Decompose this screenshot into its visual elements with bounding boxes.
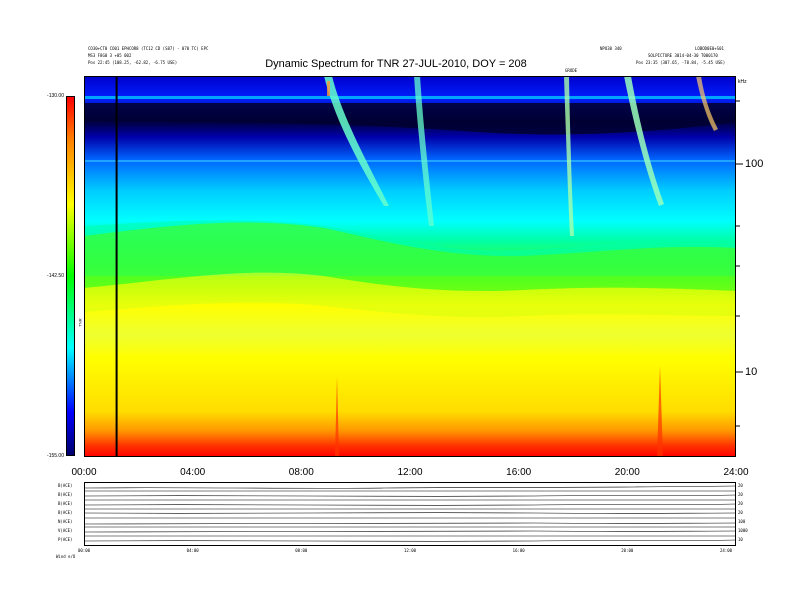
colorbar: [66, 96, 75, 456]
burst-5: [696, 76, 718, 131]
burst-1: [324, 76, 389, 206]
spectrogram: [84, 76, 736, 457]
panel-rtick-1: 20: [738, 483, 743, 488]
panel-label-2: B(ACE): [58, 492, 73, 497]
panel-label-7: P(ACE): [58, 537, 73, 542]
header-right-line1b: LOBOD0E0+S01: [695, 46, 724, 51]
time-marker-line: [115, 76, 118, 457]
x-tick-4: 16:00: [506, 467, 532, 478]
right-axis-unit: kHz: [738, 79, 747, 85]
right-axis-tick-10: 10: [745, 366, 758, 378]
right-axis-tick-100: 100: [745, 158, 764, 170]
header-right-line3: Pos 23:35 (307.65, -78.84, -5.45 USE): [636, 60, 726, 65]
header-left-line2: MS3 F8G0 3 +05 002: [88, 53, 132, 58]
dark-band: [84, 103, 736, 135]
panel-rtick-5: 100: [738, 519, 746, 524]
header-right-line2: SOLPICTURE 3014-04-30 T000170: [648, 53, 718, 58]
panel-label-5: N(ACE): [58, 519, 73, 524]
panel-xtick-0: 00:00: [77, 548, 91, 553]
header-left-line3: Pos 22:45 (108.25, -62.82, -6.75 USE): [88, 60, 178, 65]
x-tick-0: 00:00: [71, 467, 97, 478]
panel-rtick-2: 20: [738, 492, 743, 497]
panel-xtick-4: 16:00: [512, 548, 525, 553]
colorbar-tick-bottom: -155.00: [47, 453, 64, 459]
panel-rtick-4: 20: [738, 510, 743, 515]
panel-rtick-7: 10: [738, 537, 743, 542]
panel-label-6: V(ACE): [58, 528, 73, 533]
panel-xtick-5: 20:00: [621, 548, 634, 553]
panel-xtick-1: 04:00: [186, 548, 199, 553]
panel-xtick-2: 08:00: [295, 548, 308, 553]
spectrogram-frame: [84, 76, 736, 457]
x-tick-1: 04:00: [180, 467, 206, 478]
colorbar-tick-top: -130.00: [47, 93, 64, 99]
burst-4: [624, 76, 664, 206]
marker-label: GRODE: [565, 68, 578, 73]
green-band: [84, 222, 736, 292]
panel-footer: Wind e/O: [56, 554, 76, 559]
panel-xtick-6: 24:00: [719, 548, 733, 553]
panel-rtick-6: 1000: [738, 528, 748, 533]
panel-label-4: B(ACE): [58, 510, 73, 515]
x-tick-6: 24:00: [723, 467, 749, 478]
panel-rtick-3: 20: [738, 501, 743, 506]
x-tick-3: 12:00: [397, 467, 423, 478]
burst-3: [564, 76, 574, 236]
x-tick-2: 08:00: [288, 467, 314, 478]
right-axis-ticks: [736, 100, 743, 427]
panel-label-3: B(ACE): [58, 501, 73, 506]
chart-title: Dynamic Spectrum for TNR 27-JUL-2010, DO…: [265, 58, 527, 70]
colorbar-tick-mid: -142.50: [47, 273, 64, 279]
header-right-line1: NPO30 340: [600, 46, 622, 51]
panel-label-1: B(ACE): [58, 483, 73, 488]
colorbar-label: TNR: [77, 318, 83, 327]
lower-panels: [84, 482, 736, 546]
panel-xtick-3: 12:00: [403, 548, 417, 553]
burst-2: [414, 76, 434, 226]
yellow-green-band: [84, 272, 736, 318]
x-tick-5: 20:00: [614, 467, 640, 478]
header-left-line1: CO30+CT0 CO01 EPHCOR8 (TC12 CD (S87) - 0…: [88, 46, 209, 51]
